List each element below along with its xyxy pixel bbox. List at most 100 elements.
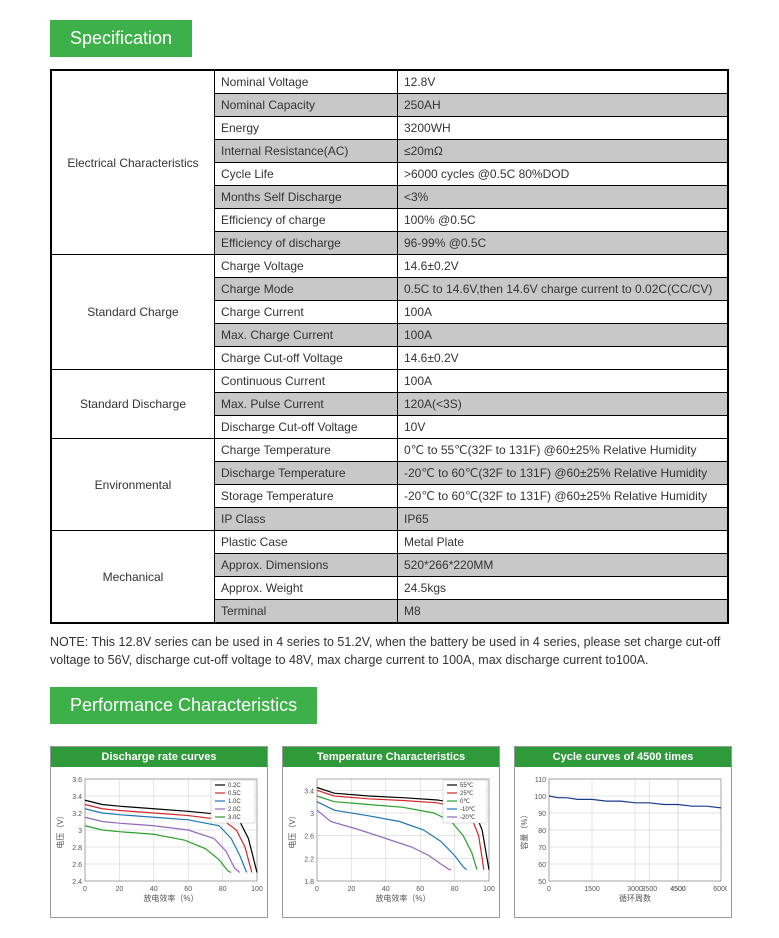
chart-title: Temperature Characteristics [283, 747, 499, 767]
category-cell: Standard Discharge [51, 370, 215, 439]
param-cell: Energy [215, 117, 398, 140]
svg-text:70: 70 [538, 845, 546, 852]
param-cell: Efficiency of charge [215, 209, 398, 232]
svg-text:50: 50 [538, 879, 546, 886]
svg-text:20: 20 [348, 886, 356, 893]
value-cell: <3% [398, 186, 729, 209]
param-cell: Months Self Discharge [215, 186, 398, 209]
svg-text:3: 3 [78, 828, 82, 835]
param-cell: Cycle Life [215, 163, 398, 186]
param-cell: Internal Resistance(AC) [215, 140, 398, 163]
value-cell: 14.6±0.2V [398, 255, 729, 278]
param-cell: Storage Temperature [215, 485, 398, 508]
svg-text:3000: 3000 [627, 886, 643, 893]
value-cell: IP65 [398, 508, 729, 531]
param-cell: Nominal Capacity [215, 94, 398, 117]
svg-text:-10℃: -10℃ [460, 807, 476, 813]
category-cell: Environmental [51, 439, 215, 531]
param-cell: Approx. Weight [215, 577, 398, 600]
svg-text:2.2: 2.2 [304, 856, 314, 863]
discharge-chart: Discharge rate curves 2.4 2.6 2.8 3 3.2 3.4 3.… [50, 746, 268, 918]
charts-row: Discharge rate curves 2.4 2.6 2.8 3 3.2 3.4 3.… [50, 746, 729, 918]
svg-text:电压（V）: 电压（V） [287, 811, 297, 848]
value-cell: 10V [398, 416, 729, 439]
chart-title: Cycle curves of 4500 times [515, 747, 731, 767]
param-cell: Continuous Current [215, 370, 398, 393]
svg-text:6000: 6000 [713, 886, 727, 893]
param-cell: Charge Temperature [215, 439, 398, 462]
param-cell: Terminal [215, 600, 398, 624]
value-cell: 0.5C to 14.6V,then 14.6V charge current … [398, 278, 729, 301]
svg-text:1500: 1500 [584, 886, 600, 893]
value-cell: 100A [398, 301, 729, 324]
svg-text:110: 110 [535, 777, 546, 784]
svg-text:1.0C: 1.0C [228, 799, 241, 805]
svg-text:100: 100 [534, 794, 546, 801]
svg-text:2.6: 2.6 [72, 862, 82, 869]
param-cell: Discharge Cut-off Voltage [215, 416, 398, 439]
cycle-chart: Cycle curves of 4500 times 5060708090100… [514, 746, 732, 918]
svg-text:2.0C: 2.0C [228, 807, 241, 813]
performance-header: Performance Characteristics [50, 687, 317, 724]
svg-text:80: 80 [219, 886, 227, 893]
value-cell: 96-99% @0.5C [398, 232, 729, 255]
svg-text:25℃: 25℃ [460, 791, 474, 797]
svg-text:100: 100 [483, 886, 495, 893]
param-cell: Charge Current [215, 301, 398, 324]
value-cell: >6000 cycles @0.5C 80%DOD [398, 163, 729, 186]
svg-text:3.0C: 3.0C [228, 815, 241, 821]
param-cell: Approx. Dimensions [215, 554, 398, 577]
svg-text:电压（V）: 电压（V） [55, 811, 65, 848]
svg-text:0: 0 [83, 886, 87, 893]
value-cell: ≤20mΩ [398, 140, 729, 163]
chart-title: Discharge rate curves [51, 747, 267, 767]
svg-text:1.8: 1.8 [304, 879, 314, 886]
value-cell: 250AH [398, 94, 729, 117]
param-cell: Charge Mode [215, 278, 398, 301]
svg-text:55℃: 55℃ [460, 783, 474, 789]
param-cell: Max. Charge Current [215, 324, 398, 347]
param-cell: Nominal Voltage [215, 70, 398, 94]
svg-text:80: 80 [451, 886, 459, 893]
svg-text:2.4: 2.4 [72, 879, 82, 886]
value-cell: 120A(<3S) [398, 393, 729, 416]
svg-text:3.4: 3.4 [72, 794, 82, 801]
temperature-chart: Temperature Characteristics 1.82.22.633.… [282, 746, 500, 918]
svg-text:3.4: 3.4 [304, 788, 314, 795]
value-cell: 100A [398, 324, 729, 347]
svg-text:0: 0 [547, 886, 551, 893]
svg-text:-20℃: -20℃ [460, 815, 476, 821]
value-cell: 24.5kgs [398, 577, 729, 600]
svg-text:60: 60 [416, 886, 424, 893]
svg-text:2.8: 2.8 [72, 845, 82, 852]
value-cell: 520*266*220MM [398, 554, 729, 577]
value-cell: -20℃ to 60℃(32F to 131F) @60±25% Relativ… [398, 462, 729, 485]
value-cell: 100A [398, 370, 729, 393]
note-text: NOTE: This 12.8V series can be used in 4… [50, 634, 729, 669]
category-cell: Electrical Characteristics [51, 70, 215, 255]
value-cell: 100% @0.5C [398, 209, 729, 232]
svg-text:80: 80 [538, 828, 546, 835]
category-cell: Mechanical [51, 531, 215, 624]
svg-text:3.2: 3.2 [72, 811, 82, 818]
value-cell: 3200WH [398, 117, 729, 140]
svg-text:0: 0 [315, 886, 319, 893]
svg-text:2.6: 2.6 [304, 834, 314, 841]
specification-table: Electrical CharacteristicsNominal Voltag… [50, 69, 729, 624]
svg-text:0.5C: 0.5C [228, 791, 241, 797]
param-cell: Charge Cut-off Voltage [215, 347, 398, 370]
svg-text:0.2C: 0.2C [228, 783, 241, 789]
svg-text:40: 40 [382, 886, 390, 893]
svg-text:20: 20 [116, 886, 124, 893]
svg-text:4500: 4500 [670, 886, 686, 893]
param-cell: Plastic Case [215, 531, 398, 554]
svg-text:0℃: 0℃ [460, 799, 470, 805]
param-cell: Charge Voltage [215, 255, 398, 278]
svg-text:100: 100 [251, 886, 263, 893]
category-cell: Standard Charge [51, 255, 215, 370]
svg-text:容量（%）: 容量（%） [519, 810, 529, 849]
param-cell: IP Class [215, 508, 398, 531]
svg-text:3500: 3500 [642, 886, 658, 893]
svg-text:循环周数: 循环周数 [619, 893, 651, 903]
value-cell: 12.8V [398, 70, 729, 94]
